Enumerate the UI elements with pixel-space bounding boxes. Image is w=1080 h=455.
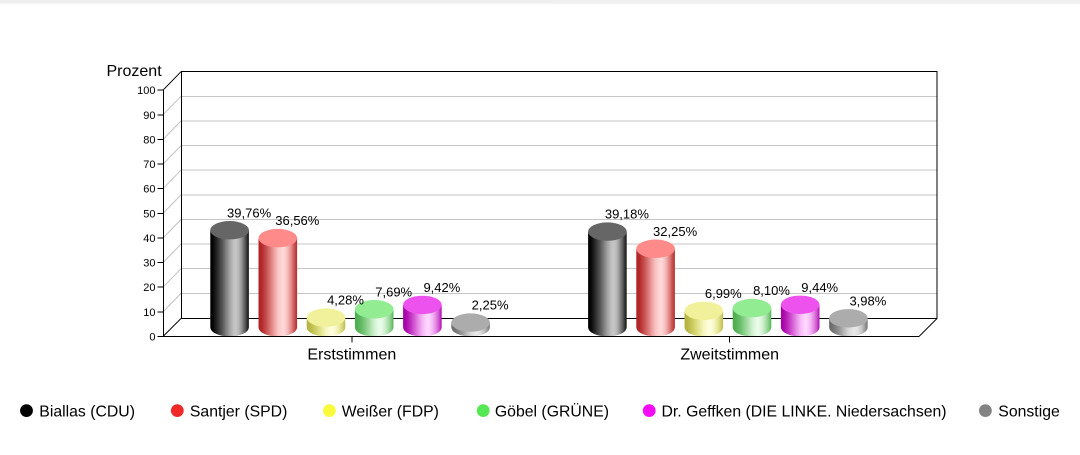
svg-text:0: 0 xyxy=(149,332,155,344)
svg-text:70: 70 xyxy=(143,159,155,171)
svg-text:39,18%: 39,18% xyxy=(605,207,650,222)
svg-text:4,28%: 4,28% xyxy=(327,293,364,308)
svg-text:20: 20 xyxy=(143,282,155,294)
svg-text:9,42%: 9,42% xyxy=(423,280,460,295)
svg-text:90: 90 xyxy=(143,110,155,122)
svg-text:32,25%: 32,25% xyxy=(653,224,698,239)
svg-text:Weißer (FDP): Weißer (FDP) xyxy=(342,404,439,421)
svg-text:30: 30 xyxy=(143,258,155,270)
svg-text:Zweitstimmen: Zweitstimmen xyxy=(680,347,779,364)
svg-text:2,25%: 2,25% xyxy=(472,298,509,313)
svg-text:3,98%: 3,98% xyxy=(849,293,886,308)
svg-text:100: 100 xyxy=(137,85,155,97)
svg-text:50: 50 xyxy=(143,208,155,220)
svg-text:6,99%: 6,99% xyxy=(705,286,742,301)
svg-text:9,44%: 9,44% xyxy=(801,280,838,295)
svg-text:Prozent: Prozent xyxy=(107,63,163,80)
svg-text:8,10%: 8,10% xyxy=(753,283,790,298)
svg-text:60: 60 xyxy=(143,184,155,196)
svg-text:39,76%: 39,76% xyxy=(227,205,272,220)
svg-text:Biallas (CDU): Biallas (CDU) xyxy=(39,404,135,421)
svg-text:80: 80 xyxy=(143,135,155,147)
svg-text:Erststimmen: Erststimmen xyxy=(307,347,396,364)
svg-text:36,56%: 36,56% xyxy=(275,213,320,228)
svg-text:Sonstige: Sonstige xyxy=(998,404,1060,421)
svg-text:7,69%: 7,69% xyxy=(375,284,412,299)
svg-text:Dr. Geffken (DIE LINKE. Nieder: Dr. Geffken (DIE LINKE. Niedersachsen) xyxy=(662,404,947,421)
svg-text:40: 40 xyxy=(143,233,155,245)
svg-text:10: 10 xyxy=(143,307,155,319)
svg-text:Santjer (SPD): Santjer (SPD) xyxy=(190,404,287,421)
svg-text:Göbel (GRÜNE): Göbel (GRÜNE) xyxy=(495,403,609,421)
